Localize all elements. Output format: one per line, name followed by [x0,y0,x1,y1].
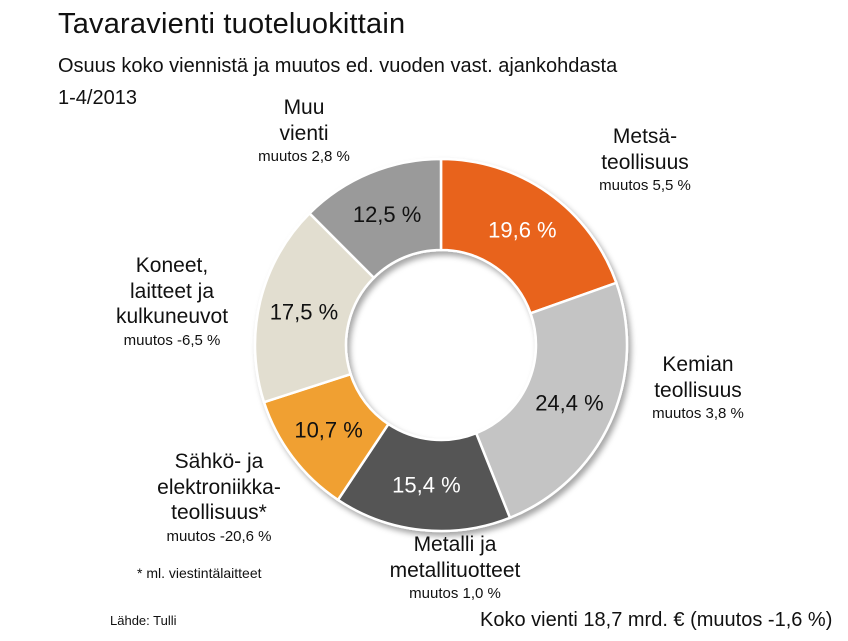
footnote: * ml. viestintälaitteet [137,565,262,581]
total-exports: Koko vienti 18,7 mrd. € (muutos -1,6 %) [480,609,833,631]
category-label-kemian: Kemian teollisuus muutos 3,8 % [628,352,768,424]
category-change: muutos 3,8 % [652,405,744,423]
category-name: Kemian teollisuus [654,353,742,402]
category-label-sahko: Sähkö- ja elektroniikka- teollisuus* muu… [139,449,299,546]
source-note: Lähde: Tulli [110,613,177,628]
slice-value-label: 15,4 % [392,473,461,498]
category-name: Muu vienti [279,96,329,145]
category-change: muutos 5,5 % [599,177,691,195]
chart-title: Tavaravienti tuoteluokittain [58,8,406,40]
donut-slice [439,157,618,315]
slice-value-label: 19,6 % [488,217,557,242]
category-change: muutos 2,8 % [258,148,350,166]
category-name: Koneet, laitteet ja kulkuneuvot [115,254,229,329]
category-name: Metalli ja metallituotteet [389,533,521,582]
chart-subtitle: Osuus koko viennistä ja muutos ed. vuode… [58,55,618,77]
slice-value-label: 10,7 % [294,418,363,443]
category-label-koneet: Koneet, laitteet ja kulkuneuvot muutos -… [92,253,252,350]
category-name: Sähkö- ja elektroniikka- teollisuus* [157,450,281,525]
category-label-metsa: Metsä- teollisuus muutos 5,5 % [575,124,715,196]
donut-slice [307,157,443,280]
slice-value-label: 12,5 % [353,202,422,227]
category-change: muutos 1,0 % [409,585,501,603]
category-name: Metsä- teollisuus [601,125,689,174]
slice-value-label: 24,4 % [535,391,604,416]
category-change: muutos -6,5 % [123,331,221,349]
category-label-muu: Muu vienti muutos 2,8 % [236,95,372,167]
donut-slice [474,281,629,520]
category-label-metalli: Metalli ja metallituotteet muutos 1,0 % [360,532,550,604]
slice-value-label: 17,5 % [270,299,339,324]
category-change: muutos -20,6 % [166,527,272,545]
donut-slice [253,211,376,404]
chart-period: 1-4/2013 [58,87,137,109]
